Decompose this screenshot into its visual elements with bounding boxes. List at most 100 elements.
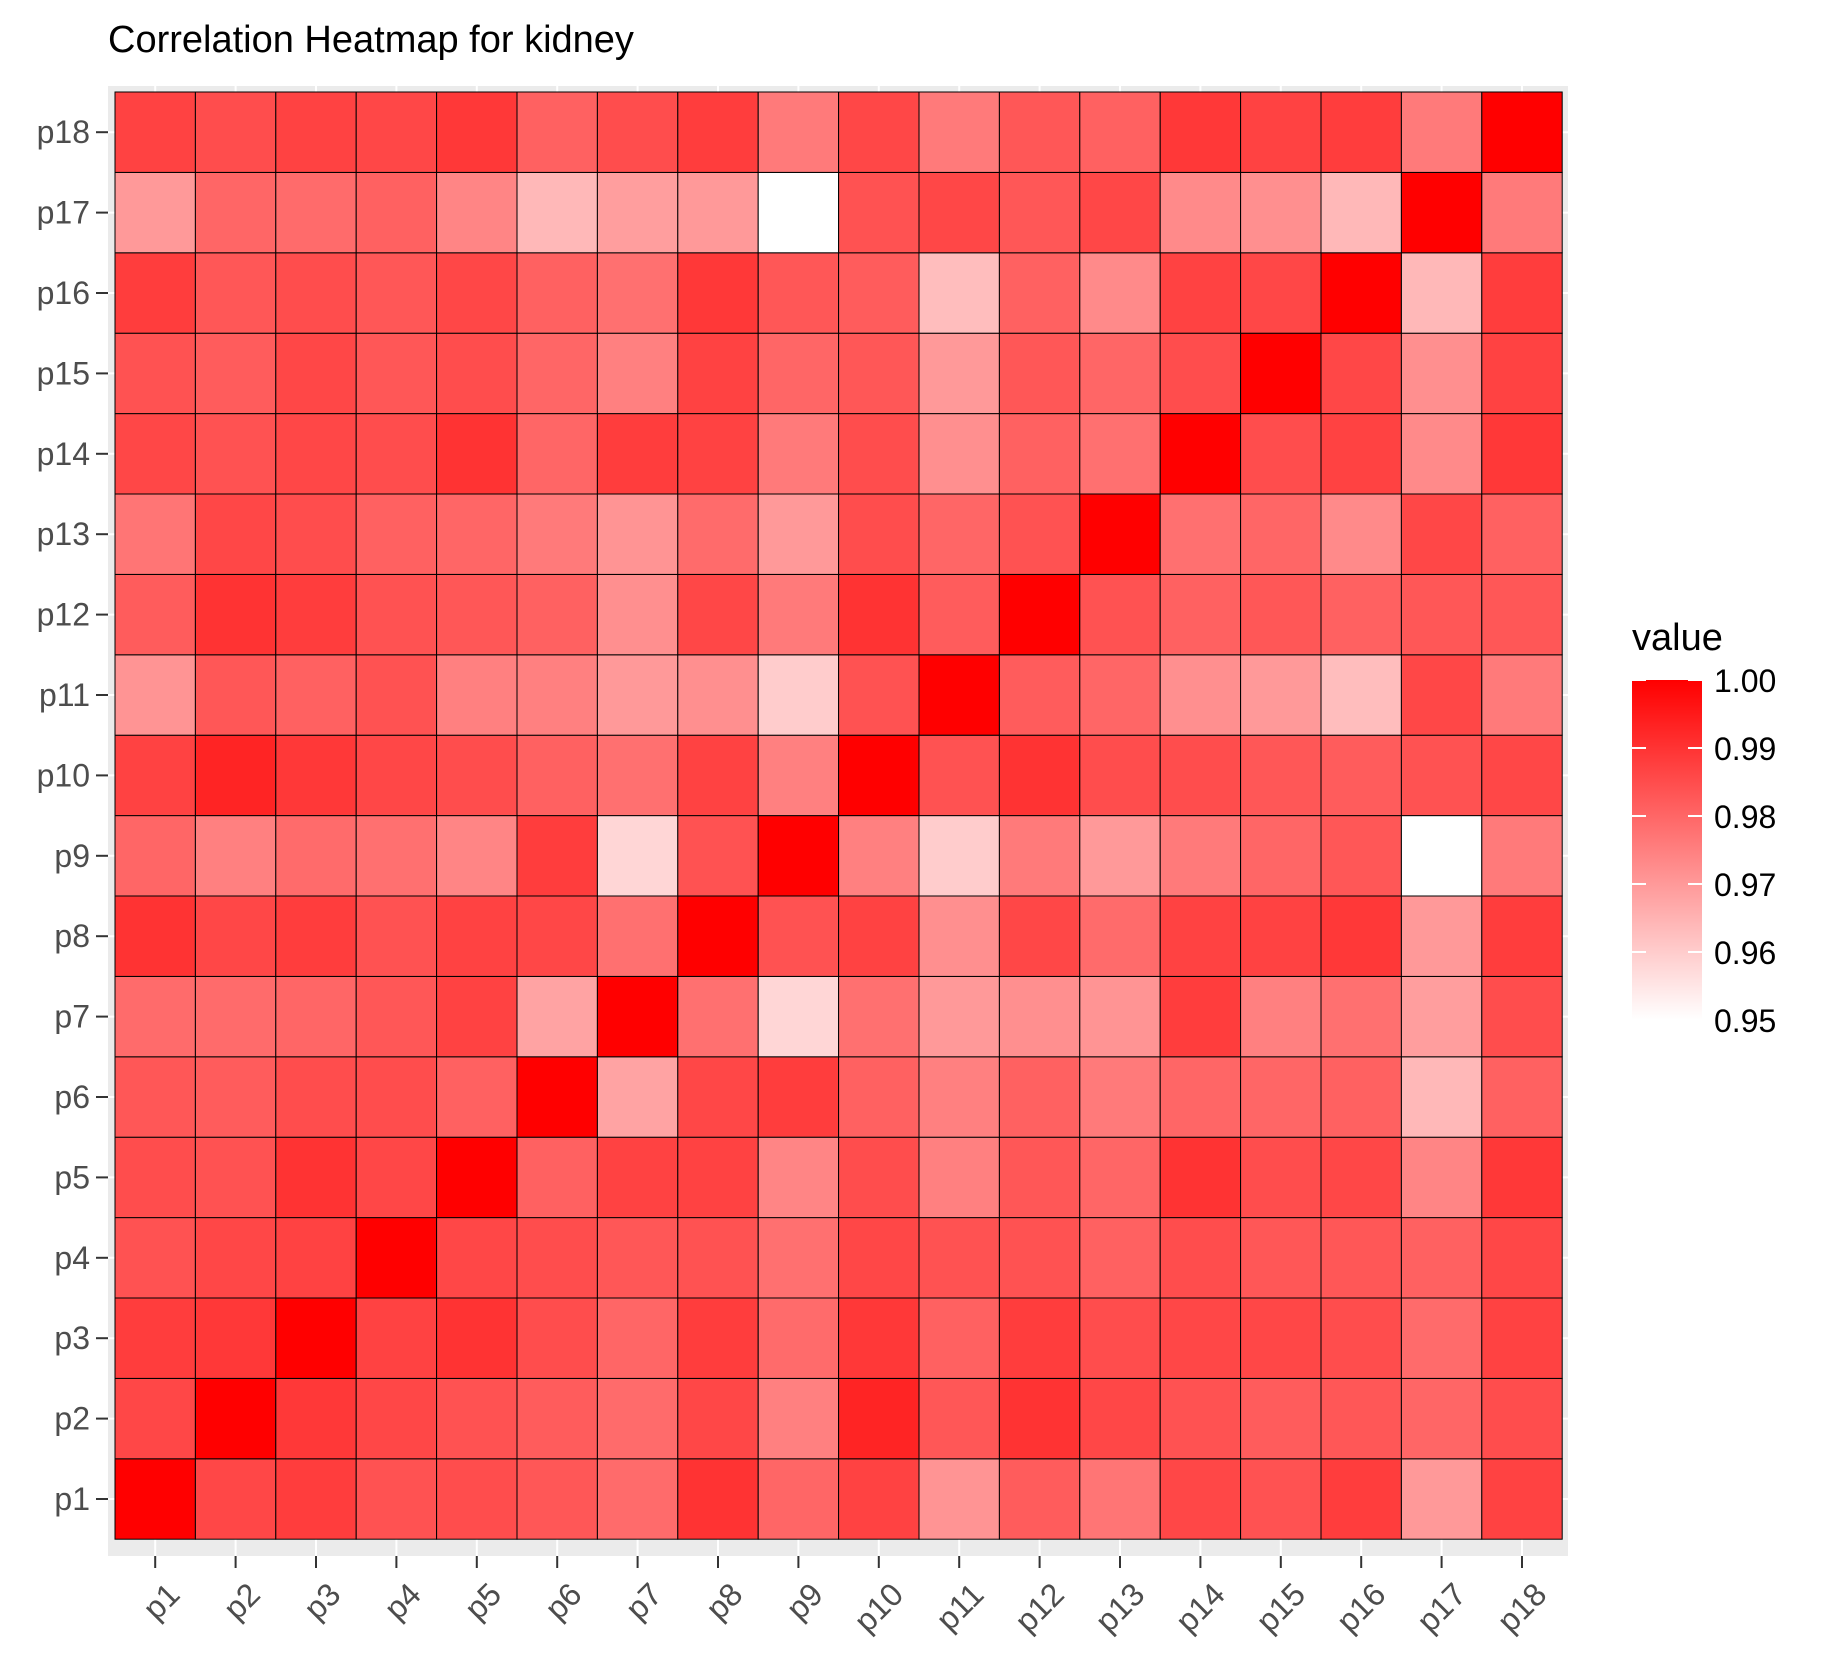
heatmap-cell-p16-p18 — [1481, 252, 1563, 334]
heatmap-cell-p7-p3 — [275, 975, 357, 1058]
heatmap-cell-p16-p7 — [596, 252, 679, 334]
heatmap-cell-p13-p9 — [757, 493, 840, 575]
heatmap-cell-p18-p7 — [596, 91, 679, 173]
heatmap-cell-p18-p4 — [355, 91, 438, 173]
heatmap-cell-p18-p11 — [918, 91, 1000, 173]
heatmap-cell-p5-p7 — [596, 1136, 679, 1219]
heatmap-cell-p4-p5 — [436, 1217, 518, 1299]
heatmap-cell-p11-p14 — [1159, 654, 1242, 736]
heatmap-cell-p1-p5 — [436, 1458, 518, 1540]
heatmap-cell-p11-p7 — [596, 654, 679, 736]
heatmap-cell-p2-p6 — [516, 1377, 598, 1460]
y-tick-label-p7: p7 — [54, 999, 90, 1035]
heatmap-cell-p6-p17 — [1400, 1056, 1483, 1138]
heatmap-cell-p3-p6 — [516, 1297, 598, 1379]
heatmap-cell-p8-p12 — [998, 895, 1081, 977]
heatmap-cell-p18-p18 — [1481, 91, 1563, 173]
heatmap-cell-p2-p4 — [355, 1377, 438, 1460]
heatmap-cell-p4-p12 — [998, 1217, 1081, 1299]
heatmap-cell-p11-p17 — [1400, 654, 1483, 736]
heatmap-cell-p5-p11 — [918, 1136, 1000, 1219]
heatmap-cell-p16-p14 — [1159, 252, 1242, 334]
heatmap-cell-p5-p13 — [1079, 1136, 1161, 1219]
legend-title: value — [1632, 617, 1723, 659]
heatmap-cell-p4-p3 — [275, 1217, 357, 1299]
heatmap-cell-p11-p11 — [918, 654, 1000, 736]
legend-label-1.00: 1.00 — [1714, 663, 1776, 699]
heatmap-cell-p14-p13 — [1079, 413, 1161, 495]
heatmap-cell-p7-p13 — [1079, 975, 1161, 1058]
heatmap-cell-p3-p2 — [194, 1297, 277, 1379]
y-tick-label-p13: p13 — [37, 516, 90, 552]
heatmap-cell-p11-p6 — [516, 654, 598, 736]
heatmap-cell-p14-p14 — [1159, 413, 1242, 495]
heatmap-cell-p12-p13 — [1079, 573, 1161, 656]
heatmap-cell-p10-p6 — [516, 734, 598, 817]
heatmap-cell-p13-p8 — [677, 493, 759, 575]
heatmap-cell-p1-p7 — [596, 1458, 679, 1540]
y-tick-label-p6: p6 — [54, 1079, 90, 1115]
heatmap-cell-p17-p14 — [1159, 171, 1242, 254]
heatmap-cell-p12-p4 — [355, 573, 438, 656]
heatmap-cell-p9-p14 — [1159, 815, 1242, 897]
heatmap-cell-p8-p13 — [1079, 895, 1161, 977]
heatmap-cell-p16-p2 — [194, 252, 277, 334]
heatmap-cell-p9-p15 — [1240, 815, 1322, 897]
heatmap-cell-p14-p17 — [1400, 413, 1483, 495]
x-tick-label-p12: p12 — [1008, 1576, 1071, 1639]
heatmap-cell-p7-p7 — [596, 975, 679, 1058]
heatmap-cell-p1-p8 — [677, 1458, 759, 1540]
heatmap-cell-p2-p5 — [436, 1377, 518, 1460]
heatmap-cell-p1-p15 — [1240, 1458, 1322, 1540]
x-tick-label-p15: p15 — [1249, 1576, 1312, 1639]
heatmap-cell-p15-p3 — [275, 332, 357, 415]
heatmap-cell-p3-p10 — [838, 1297, 920, 1379]
heatmap-cell-p15-p8 — [677, 332, 759, 415]
heatmap-cell-p3-p11 — [918, 1297, 1000, 1379]
heatmap-cell-p16-p4 — [355, 252, 438, 334]
heatmap-cell-p17-p17 — [1400, 171, 1483, 254]
heatmap-cell-p17-p10 — [838, 171, 920, 254]
heatmap-cell-p6-p5 — [436, 1056, 518, 1138]
heatmap-cell-p1-p16 — [1320, 1458, 1402, 1540]
heatmap-cell-p16-p16 — [1320, 252, 1402, 334]
heatmap-cell-p12-p10 — [838, 573, 920, 656]
heatmap-cell-p14-p2 — [194, 413, 277, 495]
heatmap-cell-p4-p1 — [114, 1217, 196, 1299]
heatmap-cell-p14-p11 — [918, 413, 1000, 495]
heatmap-cell-p5-p4 — [355, 1136, 438, 1219]
heatmap-cell-p15-p10 — [838, 332, 920, 415]
heatmap-cell-p12-p15 — [1240, 573, 1322, 656]
heatmap-cell-p10-p8 — [677, 734, 759, 817]
heatmap-cell-p12-p8 — [677, 573, 759, 656]
heatmap-cell-p3-p13 — [1079, 1297, 1161, 1379]
heatmap-cell-p5-p9 — [757, 1136, 840, 1219]
heatmap-cell-p10-p4 — [355, 734, 438, 817]
heatmap-cell-p2-p13 — [1079, 1377, 1161, 1460]
x-tick-label-p11: p11 — [929, 1576, 991, 1638]
heatmap-cell-p17-p7 — [596, 171, 679, 254]
heatmap-cell-p10-p15 — [1240, 734, 1322, 817]
heatmap-cell-p6-p1 — [114, 1056, 196, 1138]
heatmap-cell-p5-p10 — [838, 1136, 920, 1219]
heatmap-cell-p10-p13 — [1079, 734, 1161, 817]
x-tick-label-p10: p10 — [847, 1576, 910, 1639]
heatmap-cell-p4-p14 — [1159, 1217, 1242, 1299]
heatmap-cell-p5-p3 — [275, 1136, 357, 1219]
y-tick-label-p12: p12 — [37, 597, 90, 633]
heatmap-cell-p2-p11 — [918, 1377, 1000, 1460]
heatmap-cell-p1-p13 — [1079, 1458, 1161, 1540]
heatmap-cell-p7-p14 — [1159, 975, 1242, 1058]
heatmap-cell-p4-p11 — [918, 1217, 1000, 1299]
heatmap-cell-p12-p3 — [275, 573, 357, 656]
heatmap-cell-p6-p9 — [757, 1056, 840, 1138]
heatmap-cell-p13-p6 — [516, 493, 598, 575]
heatmap-cell-p9-p12 — [998, 815, 1081, 897]
heatmap-cell-p2-p16 — [1320, 1377, 1402, 1460]
heatmap-cell-p7-p4 — [355, 975, 438, 1058]
heatmap-cell-p18-p6 — [516, 91, 598, 173]
heatmap-cell-p18-p16 — [1320, 91, 1402, 173]
heatmap-cell-p13-p3 — [275, 493, 357, 575]
heatmap-cell-p1-p4 — [355, 1458, 438, 1540]
heatmap-cell-p1-p3 — [275, 1458, 357, 1540]
